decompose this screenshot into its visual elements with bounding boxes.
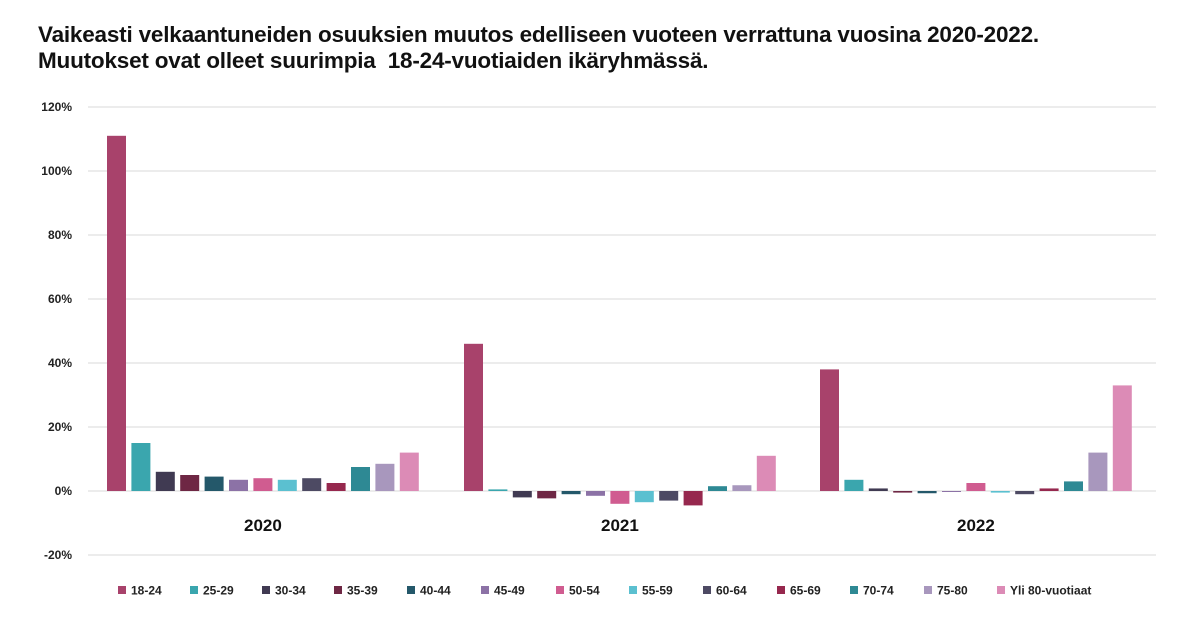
bar-2022-35-39 [893,491,913,493]
legend-swatch [850,586,858,594]
bar-2021-25-29 [488,489,508,491]
legend-label: 60-64 [716,584,747,598]
legend-item: 60-64 [703,584,747,598]
bar-2020-25-29 [131,443,151,491]
bar-2021-75-80 [732,485,752,491]
legend-item: 25-29 [190,584,234,598]
legend-label: 25-29 [203,584,234,598]
legend-label: 70-74 [863,584,894,598]
x-axis-categories: 2020 2021 2022 [244,516,995,535]
bar-2020-Yli 80-vuotiaat [399,452,419,491]
y-tick-label: 120% [41,100,72,114]
bar-2020-50-54 [253,478,273,491]
x-category-label: 2020 [244,516,282,535]
legend-label: 35-39 [347,584,378,598]
bars [107,135,1132,506]
bar-2022-30-34 [868,488,888,491]
legend-swatch [118,586,126,594]
bar-2020-30-34 [155,471,175,491]
bar-2022-75-80 [1088,452,1108,491]
legend-swatch [997,586,1005,594]
bar-2020-35-39 [180,475,200,491]
y-axis-ticks: -20% 0% 20% 40% 60% 80% 100% 120% [41,100,72,562]
legend-item: 70-74 [850,584,894,598]
bar-2021-65-69 [683,491,703,506]
legend-item: 75-80 [924,584,968,598]
y-tick-label: 80% [48,228,72,242]
legend-label: 40-44 [420,584,451,598]
legend-label: 30-34 [275,584,306,598]
bar-2021-18-24 [464,343,483,491]
legend-item: 65-69 [777,584,821,598]
legend-label: Yli 80-vuotiaat [1010,584,1091,598]
legend-item: 18-24 [118,584,162,598]
legend-item: 30-34 [262,584,306,598]
bar-2020-70-74 [351,467,370,491]
bar-2020-60-64 [302,478,322,491]
legend: 18-24 25-29 30-34 35-39 40-44 45-49 50-54 55-59… [118,584,1091,598]
legend-swatch [629,586,637,594]
bar-2021-60-64 [659,491,679,501]
chart-title-line-1: Vaikeasti velkaantuneiden osuuksien muut… [38,22,1039,47]
y-tick-label: 20% [48,420,72,434]
y-tick-label: 100% [41,164,72,178]
bar-2020-40-44 [204,476,224,491]
chart-title: Vaikeasti velkaantuneiden osuuksien muut… [38,22,1168,74]
x-category-label: 2021 [601,516,639,535]
gridlines [88,106,1156,556]
bar-2022-25-29 [844,479,864,491]
legend-label: 18-24 [131,584,162,598]
bar-2021-35-39 [537,491,557,499]
y-tick-label: -20% [44,548,72,562]
bar-2022-40-44 [917,491,937,494]
bar-2022-50-54 [966,483,986,491]
bar-2020-65-69 [326,483,346,491]
legend-label: 75-80 [937,584,968,598]
bar-2022-18-24 [820,369,839,491]
bar-2021-30-34 [512,491,532,498]
bar-2022-65-69 [1039,488,1059,491]
legend-swatch [556,586,564,594]
y-tick-label: 40% [48,356,72,370]
legend-label: 45-49 [494,584,525,598]
y-tick-label: 60% [48,292,72,306]
legend-swatch [262,586,270,594]
legend-swatch [407,586,415,594]
legend-label: 65-69 [790,584,821,598]
bar-2022-70-74 [1064,481,1083,491]
bar-2021-Yli 80-vuotiaat [756,455,776,491]
chart-title-line-2: Muutokset ovat olleet suurimpia 18-24-vu… [38,48,709,73]
legend-swatch [190,586,198,594]
legend-label: 50-54 [569,584,600,598]
legend-item: 55-59 [629,584,673,598]
bar-2020-75-80 [375,463,395,491]
bar-2022-60-64 [1015,491,1035,495]
bar-2022-55-59 [990,491,1010,493]
bar-2020-55-59 [277,479,297,491]
legend-item: 35-39 [334,584,378,598]
legend-swatch [334,586,342,594]
legend-swatch [703,586,711,594]
x-category-label: 2022 [957,516,995,535]
bar-2022-45-49 [942,491,961,492]
bar-2022-Yli 80-vuotiaat [1112,385,1132,491]
legend-item: 40-44 [407,584,451,598]
legend-swatch [777,586,785,594]
bar-2020-18-24 [107,135,126,492]
legend-swatch [481,586,489,594]
legend-label: 55-59 [642,584,673,598]
bar-2020-45-49 [229,479,248,491]
y-tick-label: 0% [55,484,73,498]
bar-2021-70-74 [708,486,727,491]
bar-2021-40-44 [561,491,581,495]
legend-swatch [924,586,932,594]
legend-item: 50-54 [556,584,600,598]
bar-2021-45-49 [586,491,605,496]
bar-2021-55-59 [634,491,654,503]
bar-2021-50-54 [610,491,630,504]
legend-item: 45-49 [481,584,525,598]
legend-item: Yli 80-vuotiaat [997,584,1091,598]
